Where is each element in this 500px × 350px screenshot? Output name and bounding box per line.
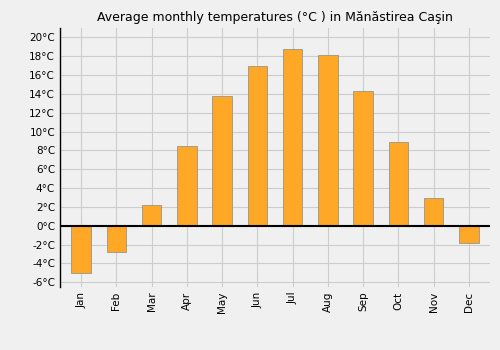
Bar bbox=[177, 146, 197, 226]
Bar bbox=[424, 197, 444, 226]
Bar bbox=[283, 49, 302, 226]
Bar bbox=[459, 226, 478, 243]
Bar bbox=[106, 226, 126, 252]
Bar bbox=[142, 205, 162, 226]
Bar bbox=[72, 226, 91, 273]
Bar bbox=[354, 91, 373, 226]
Bar bbox=[318, 55, 338, 226]
Bar bbox=[212, 96, 232, 226]
Bar bbox=[388, 142, 408, 226]
Bar bbox=[248, 66, 267, 226]
Title: Average monthly temperatures (°C ) in Mănăstirea Caşin: Average monthly temperatures (°C ) in Mă… bbox=[97, 11, 453, 24]
